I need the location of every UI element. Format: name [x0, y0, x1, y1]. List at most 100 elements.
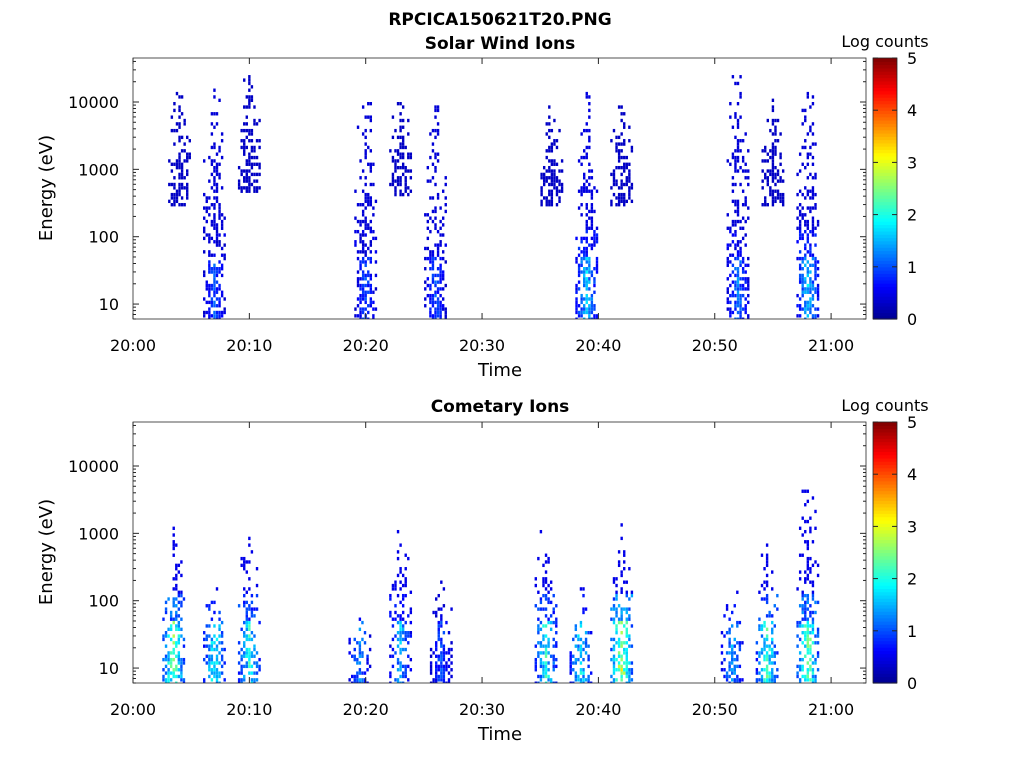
- heatmap-cell: [540, 203, 543, 207]
- heatmap-cell: [739, 95, 742, 99]
- heatmap-cell: [811, 317, 815, 319]
- heatmap-cell: [555, 631, 558, 635]
- heatmap-cell: [589, 631, 593, 635]
- heatmap-cell: [401, 681, 405, 683]
- heatmap-cell: [545, 176, 548, 180]
- heatmap-cell: [205, 300, 208, 305]
- heatmap-cell: [429, 155, 432, 160]
- heatmap-cell: [369, 162, 373, 166]
- heatmap-cell: [738, 620, 742, 625]
- heatmap-cell: [755, 641, 759, 645]
- heatmap-cell: [439, 287, 442, 291]
- heatmap-cell: [215, 172, 219, 177]
- heatmap-cell: [248, 182, 251, 187]
- heatmap-cell: [180, 112, 184, 116]
- heatmap-cell: [215, 290, 219, 294]
- heatmap-cell: [178, 139, 181, 143]
- heatmap-cell: [175, 573, 178, 578]
- heatmap-cell: [183, 142, 186, 146]
- heatmap-cell: [215, 169, 219, 173]
- heatmap-cell: [250, 600, 254, 605]
- heatmap-cell: [215, 657, 219, 662]
- heatmap-cell: [434, 108, 437, 113]
- heatmap-cell: [625, 641, 628, 645]
- heatmap-cell: [734, 169, 737, 173]
- heatmap-cell: [731, 293, 735, 298]
- heatmap-cell: [542, 644, 545, 648]
- heatmap-cell: [809, 651, 812, 655]
- heatmap-cell: [620, 132, 623, 136]
- colorbar-segment: [873, 591, 897, 596]
- heatmap-cell: [162, 637, 165, 642]
- heatmap-cell: [809, 196, 812, 200]
- heatmap-cells: [168, 75, 820, 319]
- heatmap-cell: [175, 162, 179, 166]
- heatmap-cell: [577, 267, 581, 271]
- heatmap-cell: [811, 256, 815, 261]
- heatmap-cell: [253, 118, 256, 123]
- heatmap-cell: [544, 681, 548, 683]
- heatmap-cell: [407, 641, 410, 645]
- heatmap-cell: [804, 213, 807, 217]
- colorbar-segment: [873, 90, 897, 95]
- heatmap-cell: [364, 253, 367, 257]
- heatmap-cell: [435, 661, 438, 665]
- heatmap-cell: [178, 176, 181, 180]
- heatmap-cell: [409, 189, 413, 193]
- heatmap-cell: [555, 176, 559, 180]
- heatmap-cell: [391, 587, 395, 591]
- heatmap-cell: [816, 219, 820, 224]
- colorbar-tick-label: 1: [907, 622, 917, 641]
- heatmap-cell: [240, 128, 243, 133]
- heatmap-cell: [439, 206, 442, 210]
- heatmap-cell: [435, 664, 438, 669]
- heatmap-cell: [436, 273, 440, 278]
- heatmap-cell: [180, 671, 183, 675]
- colorbar-segment: [873, 634, 897, 638]
- heatmap-cell: [396, 176, 400, 180]
- heatmap-cell: [733, 664, 736, 669]
- heatmap-cell: [253, 105, 256, 109]
- heatmap-cell: [806, 620, 810, 625]
- heatmap-cell: [620, 654, 623, 658]
- heatmap-cell: [625, 580, 628, 584]
- heatmap-cell: [747, 287, 750, 291]
- heatmap-cell: [585, 297, 588, 301]
- heatmap-cell: [552, 664, 555, 669]
- heatmap-cell: [738, 647, 742, 652]
- heatmap-cell: [404, 189, 407, 193]
- heatmap-cell: [809, 624, 812, 628]
- heatmap-cell: [615, 641, 618, 645]
- heatmap-cell: [369, 182, 373, 187]
- heatmap-cell: [540, 189, 543, 193]
- heatmap-cell: [215, 637, 219, 642]
- heatmap-cell: [237, 165, 241, 170]
- heatmap-cell: [255, 651, 259, 655]
- heatmap-cell: [588, 277, 591, 281]
- heatmap-cell: [186, 186, 189, 190]
- burst: [534, 529, 558, 683]
- heatmap-cell: [625, 634, 628, 638]
- y-tick-label: 10000: [68, 93, 119, 112]
- heatmap-cell: [726, 226, 729, 230]
- heatmap-cell: [544, 647, 548, 652]
- heatmap-cell: [806, 593, 810, 598]
- heatmap-cell: [245, 145, 248, 150]
- heatmap-cell: [588, 108, 591, 113]
- heatmap-cell: [245, 647, 248, 652]
- heatmap-cell: [424, 304, 427, 308]
- heatmap-cell: [203, 192, 206, 197]
- heatmap-cell: [240, 671, 243, 675]
- heatmap-cell: [439, 263, 442, 268]
- heatmap-cell: [550, 172, 554, 177]
- heatmap-cell: [806, 661, 810, 665]
- heatmap-cell: [440, 641, 443, 645]
- heatmap-cell: [555, 620, 558, 625]
- heatmap-cell: [765, 563, 769, 568]
- heatmap-cell: [169, 610, 173, 615]
- heatmap-cell: [245, 637, 248, 642]
- heatmap-cell: [434, 290, 437, 294]
- heatmap-cell: [167, 668, 170, 672]
- heatmap-cell: [431, 253, 435, 257]
- heatmap-cell: [253, 149, 256, 153]
